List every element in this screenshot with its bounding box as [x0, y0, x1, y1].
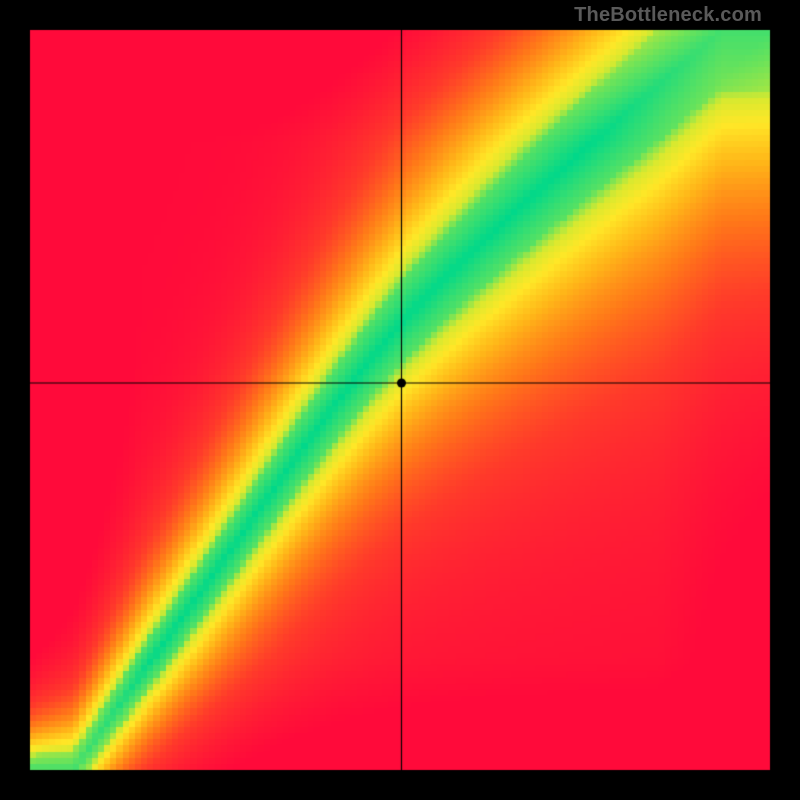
bottleneck-heatmap — [0, 0, 800, 800]
watermark-text: TheBottleneck.com — [574, 4, 762, 27]
chart-container: TheBottleneck.com — [0, 0, 800, 800]
